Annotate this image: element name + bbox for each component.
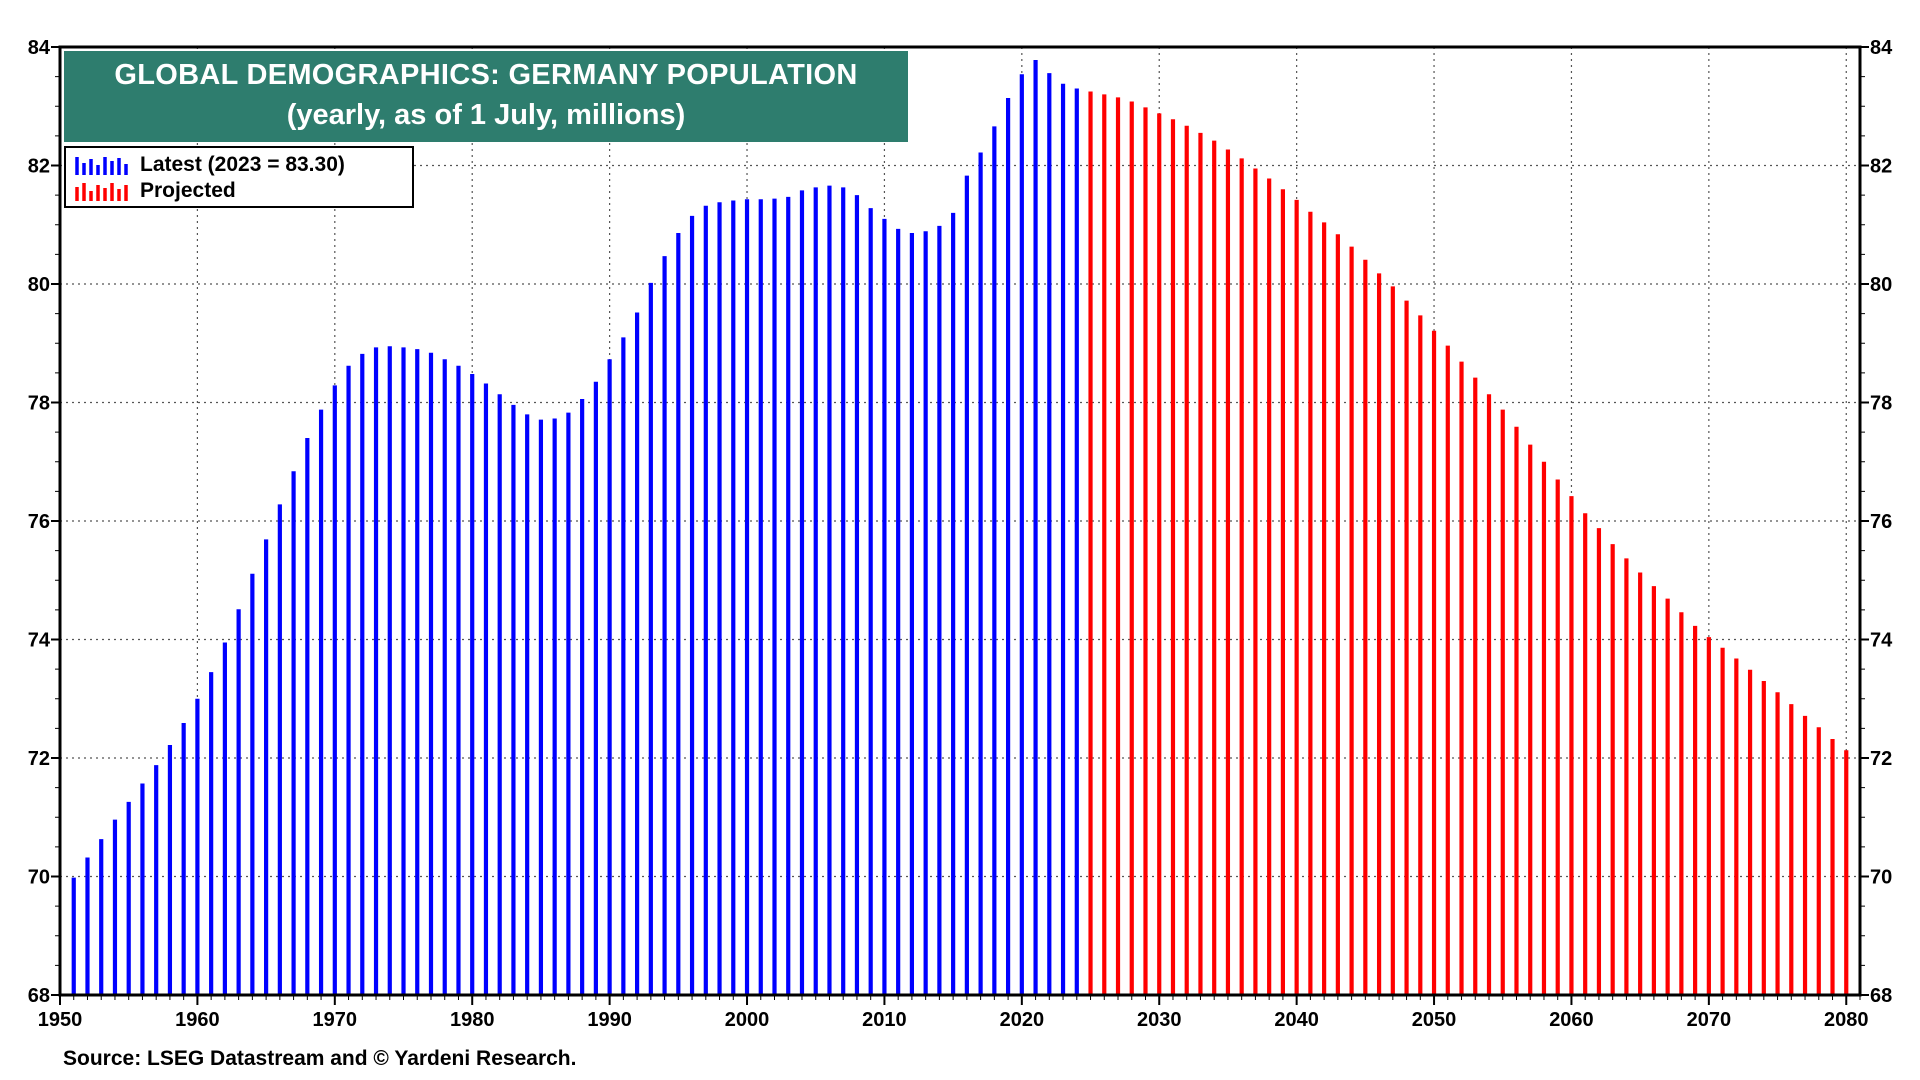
y-tick-label-left: 80	[28, 274, 50, 296]
chart-title-box: GLOBAL DEMOGRAPHICS: GERMANY POPULATION …	[64, 51, 908, 142]
y-tick-label-left: 82	[28, 156, 50, 178]
y-tick-label-right: 80	[1870, 274, 1892, 296]
x-tick-label: 2080	[1824, 1009, 1869, 1031]
y-tick-label-right: 84	[1870, 37, 1893, 59]
legend-swatch-latest	[75, 157, 128, 175]
y-tick-label-left: 78	[28, 393, 50, 415]
x-tick-label: 2070	[1687, 1009, 1732, 1031]
y-tick-label-right: 74	[1870, 630, 1893, 652]
y-tick-label-right: 78	[1870, 393, 1892, 415]
source-note: Source: LSEG Datastream and © Yardeni Re…	[63, 1047, 577, 1070]
legend-swatch-projected	[75, 183, 128, 201]
legend-label-latest: Latest (2023 = 83.30)	[140, 153, 345, 176]
x-tick-label: 2050	[1412, 1009, 1457, 1031]
legend: Latest (2023 = 83.30) Projected	[64, 146, 414, 208]
legend-item-projected: Projected	[74, 179, 236, 203]
bars	[71, 60, 1849, 995]
legend-label-projected: Projected	[140, 179, 236, 202]
x-tick-label: 2040	[1274, 1009, 1319, 1031]
x-tick-label: 2020	[1000, 1009, 1045, 1031]
x-tick-label: 1970	[313, 1009, 358, 1031]
x-tick-label: 1950	[38, 1009, 83, 1031]
y-tick-label-right: 72	[1870, 748, 1892, 770]
x-tick-label: 2000	[725, 1009, 770, 1031]
x-tick-label: 2060	[1549, 1009, 1594, 1031]
y-tick-label-right: 70	[1870, 867, 1892, 889]
y-tick-label-right: 68	[1870, 985, 1892, 1007]
y-tick-label-left: 76	[28, 511, 50, 533]
chart-subtitle: (yearly, as of 1 July, millions)	[286, 99, 686, 131]
x-tick-label: 1980	[450, 1009, 495, 1031]
y-tick-label-left: 70	[28, 867, 50, 889]
legend-item-latest: Latest (2023 = 83.30)	[74, 153, 345, 177]
y-tick-label-left: 84	[28, 37, 51, 59]
y-tick-label-left: 72	[28, 748, 50, 770]
y-tick-label-left: 74	[28, 630, 51, 652]
x-tick-label: 2010	[862, 1009, 907, 1031]
chart-title: GLOBAL DEMOGRAPHICS: GERMANY POPULATION	[114, 59, 858, 91]
y-tick-label-left: 68	[28, 985, 50, 1007]
x-tick-label: 1990	[587, 1009, 632, 1031]
y-tick-label-right: 76	[1870, 511, 1892, 533]
x-tick-label: 1960	[175, 1009, 220, 1031]
x-tick-label: 2030	[1137, 1009, 1182, 1031]
y-tick-label-right: 82	[1870, 156, 1892, 178]
plot-frame	[58, 45, 1862, 997]
